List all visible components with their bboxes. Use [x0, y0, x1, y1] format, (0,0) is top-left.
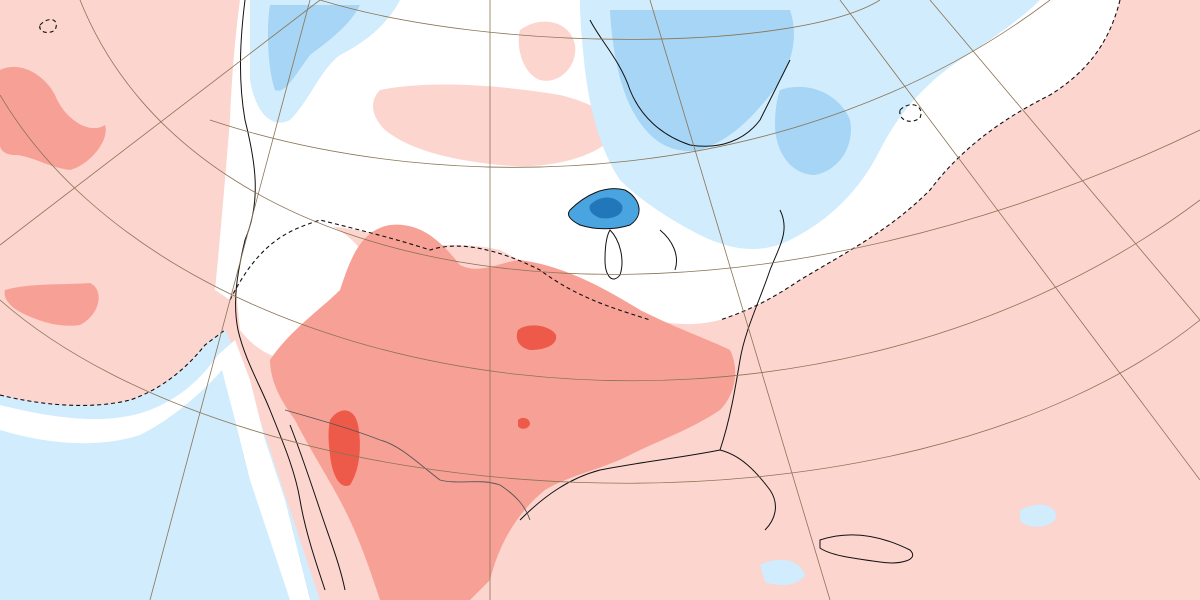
- northwest-cool-core: [267, 5, 360, 91]
- great-lakes-outline: [567, 188, 677, 280]
- parallel-1: [319, 0, 881, 40]
- pacific-warm-patch-north: [0, 66, 106, 170]
- texas-hot-spot: [518, 417, 530, 429]
- caribbean-cool-patch: [1020, 504, 1056, 527]
- west-coast-neutral-band: [0, 340, 310, 600]
- pacific-coastline: [235, 0, 326, 591]
- zero-contour-north: [719, 0, 1121, 321]
- southwest-hot-core: [328, 410, 360, 486]
- canada-warm-patch: [373, 84, 613, 167]
- florida-keys-cool-patch: [760, 559, 805, 586]
- parallel-2: [209, 0, 1051, 168]
- quebec-cool-core: [610, 10, 794, 151]
- zero-contour-ring-2: [899, 104, 922, 122]
- zero-contour-ring-1: [39, 19, 57, 34]
- labrador-cool-patch: [775, 86, 851, 175]
- coastlines: [235, 0, 913, 591]
- us-mexico-border: [284, 409, 531, 521]
- zero-contour-plains: [229, 219, 651, 321]
- parallel-4: [0, 94, 1200, 382]
- gulf-coastline: [519, 449, 776, 531]
- parallel-3: [79, 0, 1200, 275]
- parallel-5: [0, 299, 1200, 484]
- meridian-5: [839, 0, 1200, 481]
- great-lakes-cold-core: [589, 197, 623, 219]
- pacific-warm-patch-south: [4, 283, 99, 326]
- zero-contour-west: [0, 329, 226, 406]
- meridian-6: [929, 0, 1200, 321]
- us-warm-region: [270, 224, 736, 600]
- baja-coastline: [289, 424, 346, 591]
- atlantic-coastline: [719, 209, 785, 451]
- hudson-bay-coastline: [589, 19, 791, 147]
- meridian-2: [149, 0, 311, 600]
- plains-hot-core: [516, 325, 557, 350]
- meridian-1: [0, 0, 321, 246]
- meridian-4: [649, 0, 831, 600]
- zero-anomaly-contours: [0, 0, 1121, 406]
- cuba-coastline: [819, 534, 913, 564]
